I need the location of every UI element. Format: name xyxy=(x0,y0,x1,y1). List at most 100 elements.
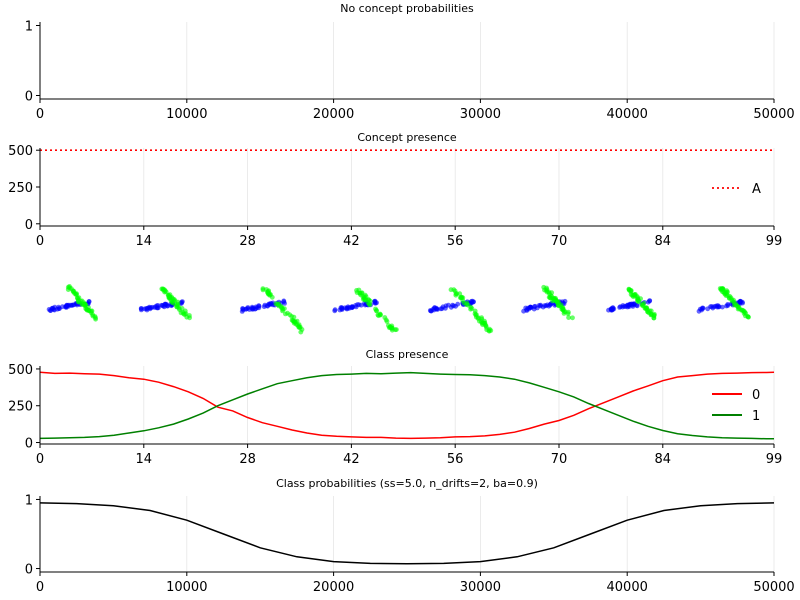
scatter-point-blue xyxy=(540,304,546,310)
x-tick-label: 84 xyxy=(655,234,672,249)
scatter-point-blue xyxy=(358,302,364,308)
scatter-point-green xyxy=(482,318,487,324)
y-tick-label: 0 xyxy=(25,218,33,233)
scatter-point-green xyxy=(724,288,730,294)
scatter-point-blue xyxy=(617,305,622,310)
legend-label-0: 0 xyxy=(752,388,760,403)
scatter-point-blue xyxy=(265,303,270,309)
scatter-point-blue xyxy=(46,307,52,312)
scatter-point-green xyxy=(636,299,642,305)
x-tick-label: 56 xyxy=(447,452,464,467)
scatter-point-green xyxy=(264,287,269,292)
y-tick-label: 1 xyxy=(25,20,33,35)
x-tick-label: 99 xyxy=(766,234,783,249)
scatter-point-blue xyxy=(56,306,62,311)
legend: 01 xyxy=(712,388,760,424)
scatter-point-green xyxy=(359,290,365,296)
scatter-point-blue xyxy=(269,301,275,307)
scatter-point-green xyxy=(472,308,478,314)
scatter-point-blue xyxy=(60,304,65,310)
scatter-point-green xyxy=(626,286,632,292)
scatter-point-green xyxy=(373,306,378,312)
scatter-point-blue xyxy=(50,305,56,311)
scatter-cluster xyxy=(46,284,98,322)
x-tick-label: 0 xyxy=(36,107,44,122)
scatter-point-blue xyxy=(439,306,445,312)
x-tick-label: 20000 xyxy=(313,107,354,122)
scatter-point-blue xyxy=(610,305,615,311)
scatter-point-green xyxy=(179,306,185,311)
scatter-point-blue xyxy=(528,304,533,310)
scatter-point-blue xyxy=(240,307,246,313)
x-tick-label: 50000 xyxy=(753,580,794,595)
scatter-point-green xyxy=(484,327,490,333)
scatter-cluster xyxy=(332,287,399,333)
x-tick-label: 0 xyxy=(36,452,44,467)
scatter-cluster xyxy=(606,286,657,321)
series-line-1 xyxy=(39,371,774,440)
y-tick-label: 250 xyxy=(8,181,33,196)
scatter-point-green xyxy=(291,314,297,320)
y-tick-label: 250 xyxy=(8,400,33,415)
scatter-point-green xyxy=(291,318,296,324)
scatter-point-green xyxy=(468,306,473,312)
x-tick-label: 10000 xyxy=(166,580,207,595)
scatter-point-green xyxy=(566,315,571,320)
x-tick-label: 40000 xyxy=(607,107,648,122)
y-tick-label: 1 xyxy=(25,493,33,508)
scatter-point-green xyxy=(298,329,304,335)
x-tick-label: 42 xyxy=(343,234,360,249)
x-tick-label: 10000 xyxy=(166,107,207,122)
scatter-point-blue xyxy=(281,298,287,304)
scatter-point-blue xyxy=(143,306,149,311)
scatter-point-green xyxy=(731,299,737,305)
x-tick-label: 0 xyxy=(36,234,44,249)
scatter-point-green xyxy=(171,297,177,302)
scatter-point-blue xyxy=(372,298,378,304)
x-tick-label: 14 xyxy=(136,234,153,249)
scatter-point-green xyxy=(285,310,290,316)
scatter-cluster xyxy=(521,284,575,321)
scatter-point-blue xyxy=(647,298,653,303)
scatter-cluster xyxy=(427,287,494,334)
x-tick-label: 70 xyxy=(551,234,568,249)
y-tick-label: 0 xyxy=(25,563,33,578)
scatter-point-green xyxy=(377,311,383,317)
scatter-point-green xyxy=(367,298,373,304)
scatter-point-green xyxy=(488,328,494,333)
scatter-point-blue xyxy=(713,303,718,309)
scatter-point-green xyxy=(81,300,86,305)
scatter-point-blue xyxy=(705,306,711,312)
panel-concept-scatter xyxy=(46,284,751,335)
scatter-point-green xyxy=(383,317,389,323)
scatter-point-green xyxy=(541,284,547,290)
y-tick-label: 500 xyxy=(8,363,33,378)
scatter-point-green xyxy=(558,302,564,308)
scatter-point-green xyxy=(280,307,286,312)
scatter-point-blue xyxy=(345,304,351,310)
scatter-point-green xyxy=(718,286,724,292)
panel-title: Class presence xyxy=(366,348,449,361)
x-tick-label: 30000 xyxy=(460,107,501,122)
scatter-point-green xyxy=(67,285,72,291)
scatter-point-green xyxy=(167,296,173,302)
x-tick-label: 30000 xyxy=(460,580,501,595)
scatter-point-green xyxy=(93,315,98,321)
x-tick-label: 0 xyxy=(36,580,44,595)
scatter-point-blue xyxy=(245,306,251,311)
scatter-point-blue xyxy=(339,305,345,310)
y-tick-label: 0 xyxy=(25,437,33,452)
scatter-cluster xyxy=(696,286,751,320)
scatter-point-blue xyxy=(724,303,729,309)
scatter-point-green xyxy=(275,301,281,307)
scatter-point-blue xyxy=(353,303,358,308)
legend: A xyxy=(712,182,761,197)
scatter-cluster xyxy=(239,286,305,335)
scatter-point-blue xyxy=(249,304,255,310)
x-tick-label: 50000 xyxy=(753,107,794,122)
x-tick-label: 56 xyxy=(447,234,464,249)
scatter-point-green xyxy=(646,310,652,315)
